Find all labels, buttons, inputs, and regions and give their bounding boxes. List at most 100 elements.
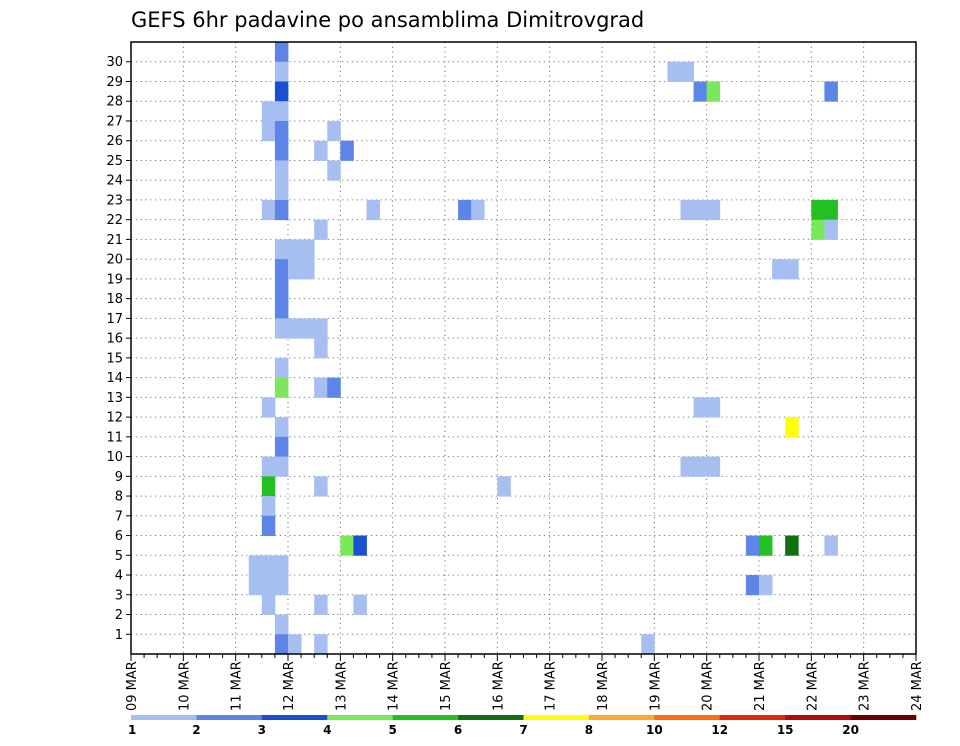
precip-cell <box>824 81 838 102</box>
precip-cell <box>772 259 786 280</box>
precip-cell <box>680 456 694 477</box>
precip-cell <box>274 555 289 576</box>
precip-cell <box>261 101 276 122</box>
precip-cell <box>314 140 328 161</box>
precip-cell <box>693 397 708 418</box>
precip-cell <box>745 535 760 556</box>
precip-cell <box>261 120 276 142</box>
precip-cell <box>706 456 721 477</box>
y-tick-label: 9 <box>115 470 123 485</box>
y-tick-label: 15 <box>106 351 123 366</box>
x-tick-label: 21 MAR <box>753 661 768 711</box>
precip-cell <box>759 575 773 596</box>
precip-cell <box>274 357 289 379</box>
precip-cell <box>261 199 276 221</box>
precip-cell <box>785 259 799 280</box>
legend-label: 1 <box>128 723 136 737</box>
precip-cell <box>274 634 289 655</box>
precip-cell <box>274 81 289 102</box>
x-tick-label: 09 MAR <box>125 661 140 711</box>
x-tick-label: 19 MAR <box>648 661 663 711</box>
legend-swatch <box>131 715 197 720</box>
precip-cell <box>261 456 276 477</box>
y-tick-label: 29 <box>106 75 123 90</box>
precip-cell <box>274 239 289 260</box>
precip-cell <box>261 515 276 536</box>
precip-cell <box>693 456 708 477</box>
x-tick-label: 12 MAR <box>282 661 297 711</box>
legend-swatch <box>458 715 524 720</box>
y-tick-label: 28 <box>106 95 123 110</box>
y-tick-label: 5 <box>115 549 123 564</box>
precip-cell <box>706 397 721 418</box>
legend-swatch <box>327 715 393 720</box>
precip-cell <box>274 278 289 300</box>
y-tick-label: 16 <box>106 332 123 347</box>
precip-cell <box>340 535 354 556</box>
legend-swatch <box>785 715 851 720</box>
legend-swatch <box>719 715 786 720</box>
precip-cell <box>693 199 708 221</box>
legend-label: 10 <box>646 723 663 737</box>
precip-cell <box>811 199 825 221</box>
precip-cell <box>261 575 276 596</box>
precip-cell <box>274 318 289 339</box>
y-tick-label: 14 <box>106 371 123 386</box>
precip-cell <box>274 456 289 477</box>
precip-cell <box>458 199 472 221</box>
precip-cell <box>785 417 799 438</box>
precip-cell <box>497 476 511 497</box>
precip-cell <box>314 338 328 359</box>
precip-cell <box>366 199 380 221</box>
legend-swatch <box>850 715 917 720</box>
legend-swatch <box>392 715 459 720</box>
precip-cell <box>706 81 721 102</box>
precip-cell <box>680 61 694 82</box>
y-tick-label: 12 <box>106 411 123 426</box>
legend-swatch <box>654 715 721 720</box>
x-tick-label: 18 MAR <box>596 661 611 711</box>
precip-cell <box>261 555 276 576</box>
x-tick-label: 11 MAR <box>230 661 245 711</box>
x-tick-label: 23 MAR <box>858 661 873 711</box>
precip-cell <box>288 239 302 260</box>
precip-cell <box>274 140 289 161</box>
precip-cell <box>261 496 276 517</box>
precip-cell <box>667 61 681 82</box>
y-tick-label: 13 <box>106 391 123 406</box>
precip-cell <box>340 140 354 161</box>
legend-label: 6 <box>454 723 462 737</box>
precip-cell <box>327 377 341 398</box>
precip-cell <box>301 259 315 280</box>
precip-cell <box>301 318 315 339</box>
precip-cell <box>274 120 289 142</box>
precip-cell <box>274 42 289 63</box>
y-tick-label: 30 <box>106 55 123 70</box>
precip-cell <box>785 535 799 556</box>
y-tick-label: 23 <box>106 193 123 208</box>
precip-cell <box>274 575 289 596</box>
precip-cell <box>759 535 773 556</box>
precip-cell <box>274 614 289 635</box>
precip-cell <box>314 377 328 398</box>
precip-cell <box>314 318 328 339</box>
y-tick-label: 6 <box>115 529 123 544</box>
legend-label: 3 <box>258 723 266 737</box>
x-tick-label: 10 MAR <box>177 661 192 711</box>
precip-cell <box>274 298 289 319</box>
legend-label: 5 <box>388 723 396 737</box>
precip-cell <box>288 634 302 655</box>
y-tick-label: 7 <box>115 509 123 524</box>
precip-cell <box>261 594 276 615</box>
x-axis: 09 MAR 10 MAR 11 MAR 12 MAR 13 MAR 14 MAR 15 M… <box>125 654 925 711</box>
x-tick-label: 14 MAR <box>387 661 402 711</box>
precip-cell <box>261 397 276 418</box>
precip-cell <box>274 160 289 181</box>
precip-cell <box>314 594 328 615</box>
precip-cell <box>288 318 302 339</box>
legend-swatch <box>588 715 655 720</box>
chart-title: GEFS 6hr padavine po ansamblima Dimitrov… <box>131 8 644 32</box>
precip-cell <box>327 160 341 181</box>
precip-cell <box>824 219 838 240</box>
